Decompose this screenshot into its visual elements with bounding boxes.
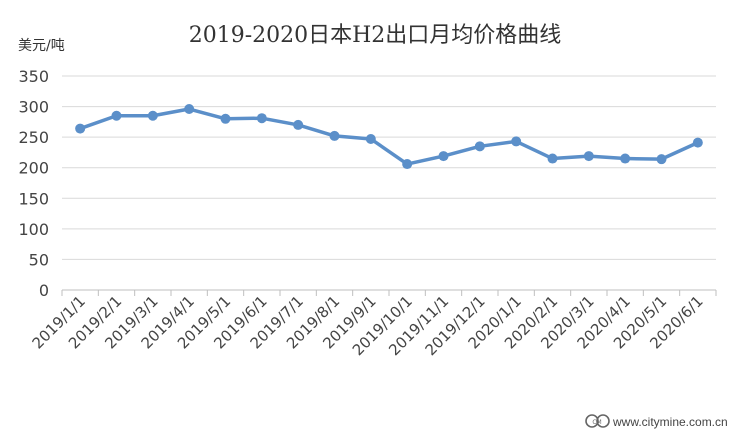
- data-point: [147, 110, 158, 121]
- data-point: [75, 123, 86, 134]
- gridlines: [62, 75, 716, 291]
- data-point: [692, 137, 703, 148]
- data-point: [365, 133, 376, 144]
- y-tick-label: 150: [18, 189, 49, 208]
- y-axis-unit-label: 美元/吨: [18, 38, 65, 54]
- data-point: [293, 119, 304, 130]
- data-point: [438, 151, 449, 162]
- data-point: [184, 104, 195, 115]
- y-tick-label: 200: [18, 159, 49, 178]
- data-point: [474, 141, 485, 152]
- y-axis-ticks: 0 50 100 150 200 250 300 350: [18, 67, 49, 300]
- watermark: CM www.citymine.com.cn: [585, 414, 728, 429]
- data-point: [547, 153, 558, 164]
- data-point: [583, 151, 594, 162]
- data-point: [111, 110, 122, 121]
- data-point: [329, 130, 340, 141]
- y-tick-label: 300: [18, 98, 49, 117]
- y-tick-label: 50: [29, 250, 49, 269]
- series-line-group: [75, 104, 703, 170]
- y-tick-label: 0: [39, 281, 49, 300]
- data-point: [511, 136, 522, 147]
- data-point: [402, 159, 413, 170]
- y-tick-label: 100: [18, 220, 49, 239]
- watermark-url: www.citymine.com.cn: [612, 415, 728, 429]
- x-axis-ticks: 2019/1/12019/2/12019/3/12019/4/12019/5/1…: [29, 290, 717, 359]
- data-point: [620, 153, 631, 164]
- y-tick-label: 250: [18, 128, 49, 147]
- data-point: [256, 113, 267, 124]
- logo-text: CM: [592, 419, 601, 426]
- citymine-logo-icon: CM: [585, 414, 610, 428]
- data-point: [656, 154, 667, 165]
- data-point: [220, 113, 231, 124]
- series-line: [78, 107, 700, 166]
- y-tick-label: 350: [18, 67, 49, 86]
- chart-title: 2019-2020日本H2出口月均价格曲线: [189, 23, 562, 48]
